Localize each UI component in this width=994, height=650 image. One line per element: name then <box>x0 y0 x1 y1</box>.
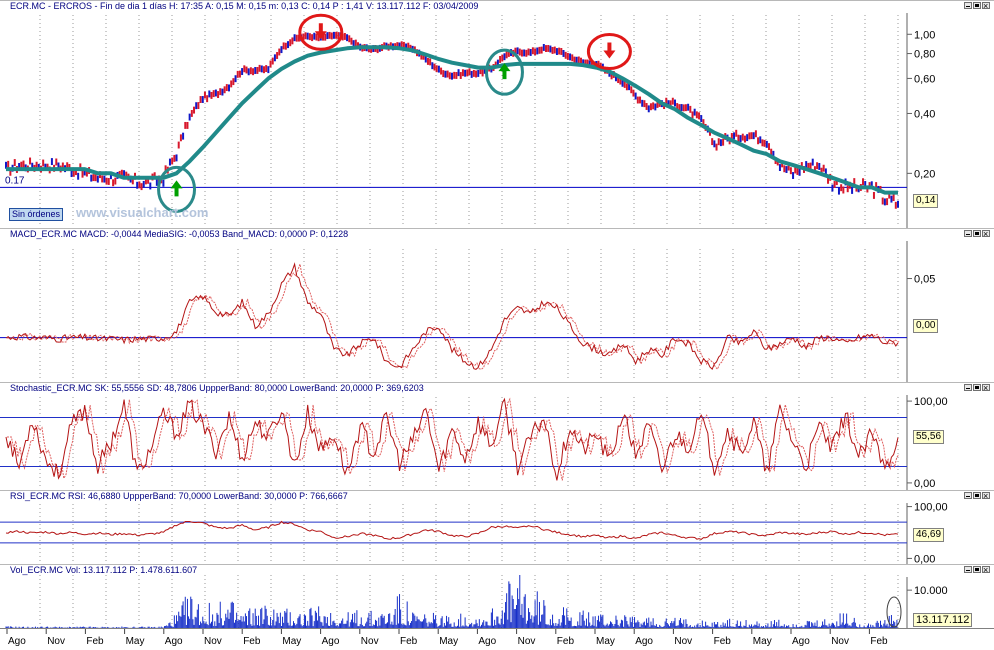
x-tick-label: Ago <box>165 636 183 647</box>
watermark: www.visualchart.com <box>76 205 209 220</box>
macd-panel-controls <box>964 227 990 241</box>
x-tick-label: Ago <box>322 636 340 647</box>
y-tick-label: 0,00 <box>914 553 935 565</box>
sell-signal-circle <box>586 33 632 71</box>
indicator-line <box>5 262 899 370</box>
signal-line <box>7 397 900 481</box>
minimize-icon[interactable] <box>964 566 972 573</box>
x-tick-label: May <box>439 636 458 647</box>
price-last-value-badge: 0,14 <box>913 194 939 208</box>
minimize-icon[interactable] <box>964 230 972 237</box>
x-tick-label: Ago <box>792 636 810 647</box>
reference-line-label: 0.17 <box>5 175 25 186</box>
x-tick-label: Ago <box>478 636 496 647</box>
indicator-line <box>5 397 899 481</box>
y-tick-label: 0,00 <box>914 478 935 490</box>
buy-arrow-icon <box>498 63 511 80</box>
price-panel-controls <box>964 0 990 13</box>
macd-last-value-badge: 0,00 <box>913 319 939 333</box>
y-tick-label: 10.000 <box>914 585 948 597</box>
volume-panel-title: Vol_ECR.MC Vol: 13.117.112 P: 1.478.611.… <box>10 565 198 575</box>
minimize-icon[interactable] <box>964 384 972 391</box>
x-tick-label: Feb <box>714 636 732 647</box>
buy-signal-circle <box>157 165 197 213</box>
signal-line <box>7 262 900 370</box>
volume-chart: 10.0000.000 <box>5 575 949 629</box>
y-tick-label: 100,00 <box>914 502 948 514</box>
x-tick-label: Feb <box>86 636 104 647</box>
stochastic-last-value-badge: 55,56 <box>913 430 945 444</box>
stochastic-panel-title: Stochastic_ECR.MC SK: 55,5556 SD: 48,780… <box>10 383 424 393</box>
x-tick-label: Ago <box>635 636 653 647</box>
x-tick-label: May <box>596 636 615 647</box>
maximize-icon[interactable] <box>973 566 981 573</box>
y-tick-label: 0,20 <box>914 168 935 180</box>
minimize-icon[interactable] <box>964 492 972 499</box>
x-tick-label: May <box>282 636 301 647</box>
indicator-line <box>5 520 899 540</box>
stochastic-panel-controls <box>964 381 990 395</box>
sell-arrow-icon <box>603 42 616 59</box>
stochastic-chart: 100,00 0,00 <box>0 395 948 491</box>
x-tick-label: Feb <box>400 636 418 647</box>
buy-arrow-icon <box>170 180 183 197</box>
price-chart: 1,00 0,80 0,60 0,40 0,20 0.17 <box>0 13 935 229</box>
volume-panel: Vol_ECR.MC Vol: 13.117.112 P: 1.478.611.… <box>0 563 994 629</box>
macd-chart: 0,05 <box>0 241 935 383</box>
price-panel-title: ECR.MC - ERCROS - Fin de dia 1 días H: 1… <box>10 1 479 11</box>
macd-panel: MACD_ECR.MC MACD: -0,0044 MediaSIG: -0,0… <box>0 227 994 383</box>
x-tick-label: Ago <box>8 636 26 647</box>
price-panel: ECR.MC - ERCROS - Fin de dia 1 días H: 1… <box>0 0 994 229</box>
x-tick-label: Nov <box>361 636 379 647</box>
x-tick-label: Nov <box>518 636 536 647</box>
rsi-chart: 100,00 0,00 <box>0 502 948 565</box>
x-tick-label: Nov <box>831 636 849 647</box>
time-axis-labels: Ago Nov Feb May Ago Nov Feb May Ago Nov Feb May Ago N… <box>6 629 888 647</box>
volume-last-value-badge: 13.117.112 <box>913 613 973 627</box>
y-tick-label: 100,00 <box>914 396 948 408</box>
maximize-icon[interactable] <box>973 230 981 237</box>
x-tick-label: Feb <box>243 636 261 647</box>
moving-average-line <box>6 45 898 195</box>
y-tick-label: 0,60 <box>914 73 935 85</box>
rsi-panel-controls <box>964 489 990 503</box>
maximize-icon[interactable] <box>973 2 981 9</box>
x-tick-label: Nov <box>47 636 65 647</box>
y-tick-label: 0,40 <box>914 108 935 120</box>
x-tick-label: Feb <box>870 636 888 647</box>
y-tick-label: 1,00 <box>914 29 935 41</box>
sell-signal-circle <box>298 13 344 51</box>
close-icon[interactable] <box>982 381 990 395</box>
sell-arrow-icon <box>314 23 327 40</box>
maximize-icon[interactable] <box>973 492 981 499</box>
rsi-last-value-badge: 46,69 <box>913 528 945 542</box>
orders-status-chip[interactable]: Sin órdenes <box>9 208 64 221</box>
x-tick-label: Nov <box>204 636 222 647</box>
close-icon[interactable] <box>982 227 990 241</box>
x-tick-label: May <box>753 636 772 647</box>
close-icon[interactable] <box>982 489 990 503</box>
y-tick-label: 0,05 <box>914 274 935 286</box>
time-axis: Ago Nov Feb May Ago Nov Feb May Ago Nov Feb May Ago N… <box>0 628 994 650</box>
rsi-panel: RSI_ECR.MC RSI: 46,6880 UppperBand: 70,0… <box>0 489 994 565</box>
maximize-icon[interactable] <box>973 384 981 391</box>
close-icon[interactable] <box>982 0 990 13</box>
x-tick-label: May <box>126 636 145 647</box>
x-tick-label: Nov <box>674 636 692 647</box>
rsi-panel-title: RSI_ECR.MC RSI: 46,6880 UppperBand: 70,0… <box>10 491 348 501</box>
minimize-icon[interactable] <box>964 2 972 9</box>
y-tick-label: 0,80 <box>914 49 935 61</box>
macd-panel-title: MACD_ECR.MC MACD: -0,0044 MediaSIG: -0,0… <box>10 229 349 239</box>
x-tick-label: Feb <box>557 636 575 647</box>
buy-signal-circle <box>484 48 524 96</box>
volume-panel-controls <box>964 563 990 577</box>
highlight-circle <box>886 596 902 628</box>
close-icon[interactable] <box>982 563 990 577</box>
stochastic-panel: Stochastic_ECR.MC SK: 55,5556 SD: 48,780… <box>0 381 994 491</box>
